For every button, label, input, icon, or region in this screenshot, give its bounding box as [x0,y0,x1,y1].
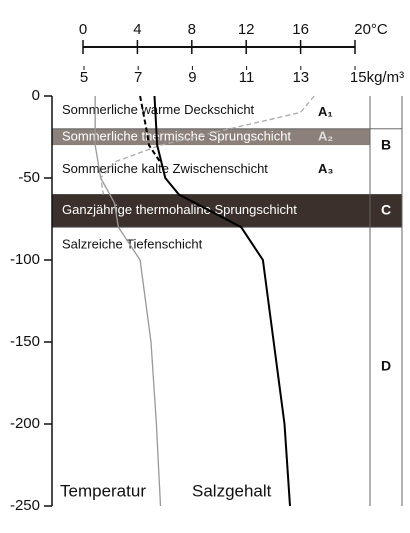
profile-line [139,95,161,163]
x2-tick-label: 13 [292,69,309,86]
y-tick-label: -200 [10,415,40,432]
zone-label: C [381,202,391,218]
x-tick-label: 20°C [354,21,388,38]
layer-code: A₃ [318,161,333,176]
x2-tick-label: 15kg/m³ [350,69,404,86]
y-tick-label: -50 [18,169,40,186]
y-tick-label: -250 [10,497,40,514]
profile-line [100,95,315,195]
x2-tick-label: 7 [134,69,142,86]
layer-band [52,128,370,146]
profile-line [94,96,162,507]
zone-label: D [381,357,391,373]
x2-tick-label: 5 [80,69,88,86]
x2-tick-label: 9 [188,69,196,86]
profile-line [153,95,291,507]
x2-tick-label: 11 [239,69,255,86]
series-label: Temperatur [60,481,146,500]
layer-band [52,227,370,506]
y-tick-label: -150 [10,333,40,350]
x-tick-label: 4 [133,21,141,38]
x-tick-label: 16 [292,21,309,38]
layer-label: Salzreiche Tiefenschicht [62,237,203,252]
series-label: Salzgehalt [192,481,272,500]
layer-code: A₁ [318,104,333,119]
y-tick-label: -100 [10,251,40,268]
layer-band [52,194,402,228]
x-tick-label: 0 [79,21,87,38]
y-tick-label: 0 [32,87,40,104]
x-tick-label: 8 [188,21,196,38]
layer-label: Sommerliche warme Deckschicht [62,102,255,117]
layer-code: A₂ [318,128,333,143]
x-tick-label: 12 [238,21,255,38]
layer-label: Ganzjährige thermohaline Sprungschicht [62,202,297,217]
zone-label: B [381,136,391,152]
layer-label: Sommerliche kalte Zwischenschicht [62,161,268,176]
layer-band [52,96,370,129]
layer-label: Sommerliche thermische Sprungschicht [62,128,291,143]
